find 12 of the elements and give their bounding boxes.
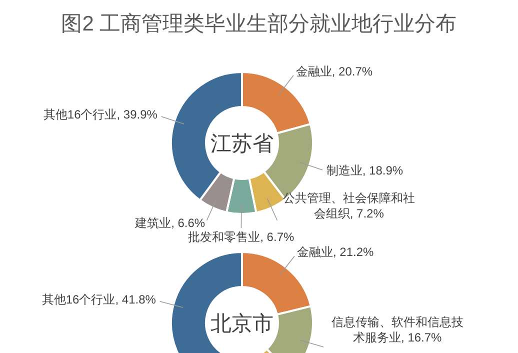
data-label: 其他16个行业, 41.8% — [42, 292, 156, 306]
subtitle: 江苏省 — [210, 132, 274, 156]
data-label: 信息传输、软件和信息技术服务业, 16.7% — [331, 315, 464, 345]
data-label: 批发和零售业, 6.7% — [188, 230, 294, 244]
data-label: 其他16个行业, 39.9% — [43, 107, 158, 122]
title: 北京市 — [210, 312, 274, 336]
data-label: 金融业, 20.7% — [296, 64, 373, 78]
data-label: 金融业, 21.2% — [297, 245, 374, 260]
data-label: 制造业, 18.9% — [326, 163, 404, 178]
title: 图2 工商管理类毕业生部分就业地行业分布 — [61, 12, 457, 36]
data-label: 公共管理、社会保障和社会组织, 7.2% — [282, 191, 415, 221]
data-label: 建筑业, 6.6% — [135, 216, 206, 230]
